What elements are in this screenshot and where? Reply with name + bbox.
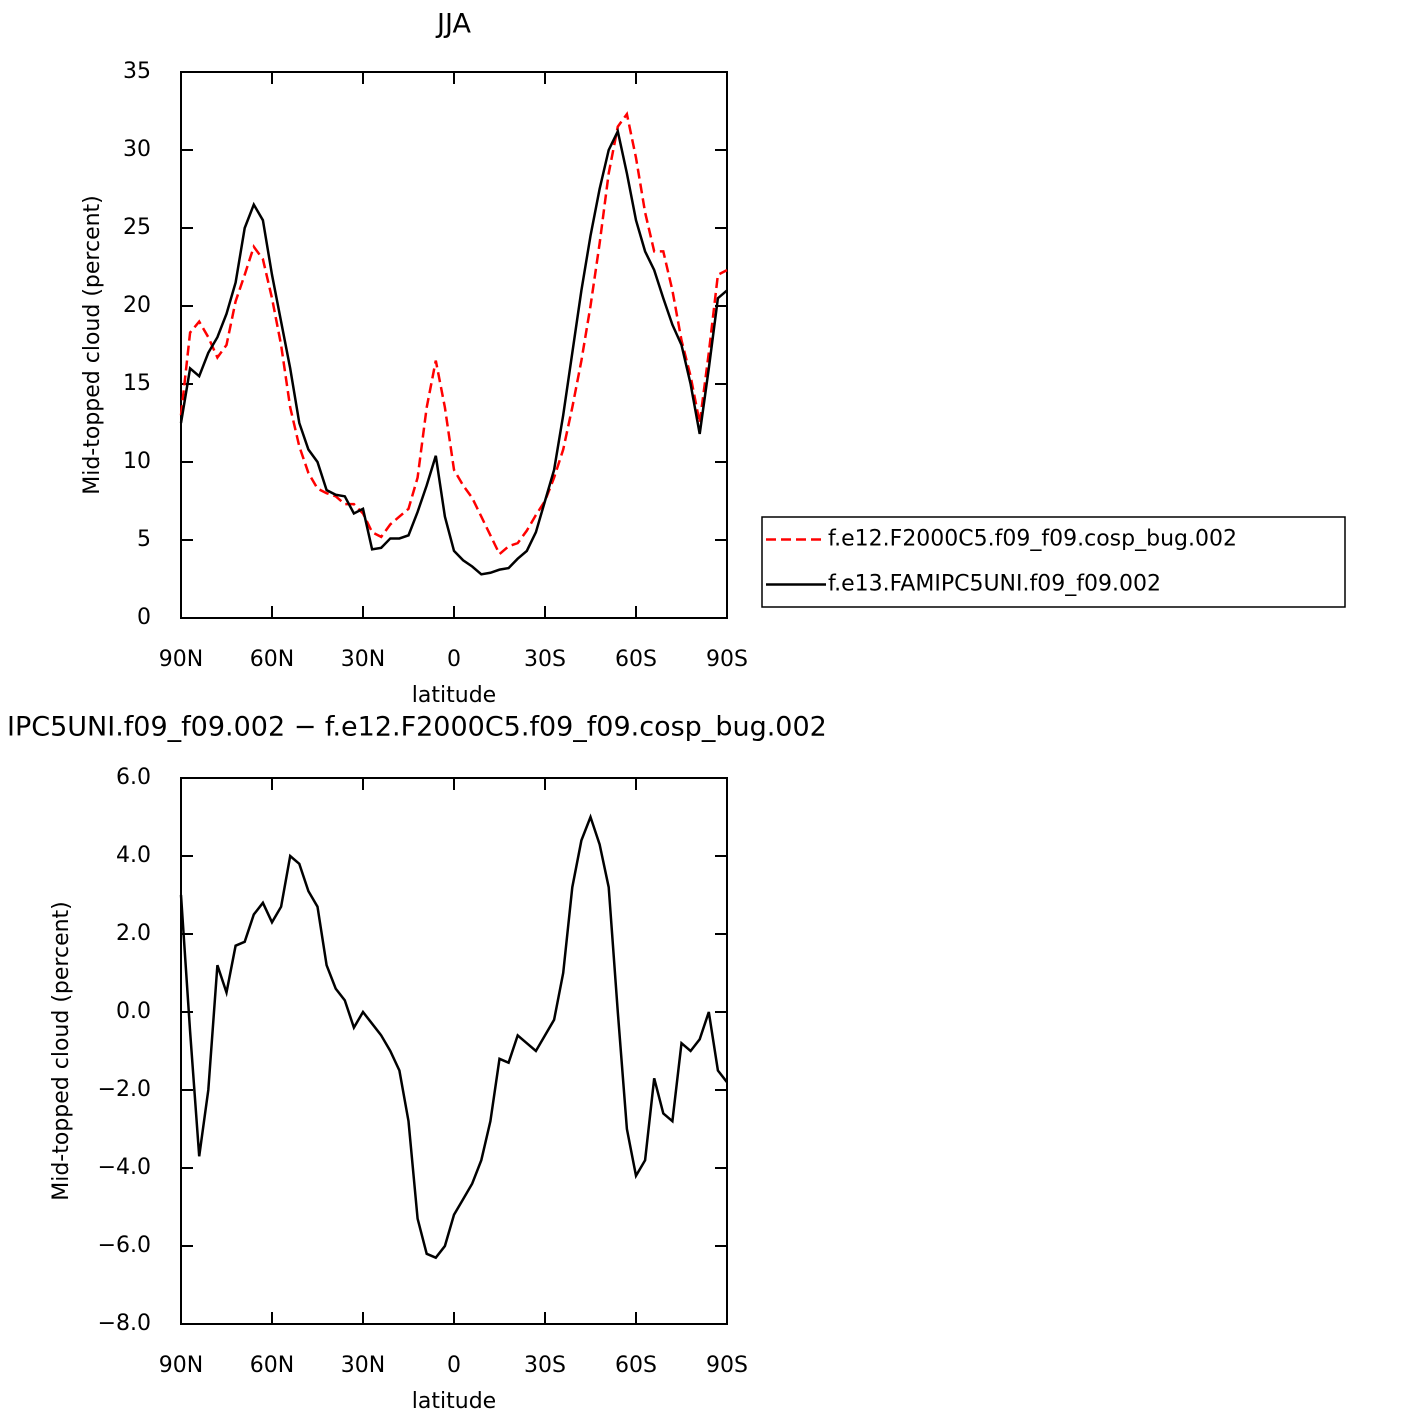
y-tick-label: 35	[123, 59, 151, 84]
y-tick-label: 20	[123, 293, 151, 318]
x-tick-label: 90N	[159, 647, 203, 672]
x-tick-label: 0	[447, 647, 461, 672]
legend-label: f.e13.FAMIPC5UNI.f09_f09.002	[828, 572, 1161, 597]
x-axis-label: latitude	[412, 683, 496, 708]
legend-box	[761, 516, 1346, 608]
x-tick-label: 30S	[524, 647, 566, 672]
y-tick-label: 4.0	[116, 843, 151, 868]
y-tick-label: −2.0	[98, 1077, 151, 1102]
x-tick-label: 0	[447, 1353, 461, 1378]
y-tick-label: −6.0	[98, 1233, 151, 1258]
y-tick-label: 0	[137, 605, 151, 630]
plot-frame	[180, 71, 728, 619]
y-axis-label: Mid-topped cloud (percent)	[49, 901, 74, 1201]
data-line	[179, 111, 728, 557]
x-tick-label: 90S	[706, 1353, 748, 1378]
x-tick-label: 30N	[341, 1353, 385, 1378]
data-line	[179, 127, 728, 576]
chart-title: JJA	[435, 9, 471, 40]
y-axis-label: Mid-topped cloud (percent)	[80, 195, 105, 495]
x-tick-label: 60N	[250, 1353, 294, 1378]
x-tick-label: 60S	[615, 1353, 657, 1378]
y-tick-label: −8.0	[98, 1311, 151, 1336]
x-tick-label: 30N	[341, 647, 385, 672]
y-tick-label: −4.0	[98, 1155, 151, 1180]
chart-title: IPC5UNI.f09_f09.002 − f.e12.F2000C5.f09_…	[7, 712, 827, 743]
y-tick-label: 0.0	[116, 999, 151, 1024]
y-tick-label: 15	[123, 371, 151, 396]
x-tick-label: 90S	[706, 647, 748, 672]
x-tick-label: 60N	[250, 647, 294, 672]
data-line	[179, 813, 728, 1260]
x-axis-label: latitude	[412, 1389, 496, 1414]
x-tick-label: 30S	[524, 1353, 566, 1378]
plot-frame	[180, 777, 728, 1325]
y-tick-label: 10	[123, 449, 151, 474]
y-tick-label: 30	[123, 137, 151, 162]
y-tick-label: 6.0	[116, 765, 151, 790]
y-tick-label: 2.0	[116, 921, 151, 946]
x-tick-label: 60S	[615, 647, 657, 672]
y-tick-label: 5	[137, 527, 151, 552]
legend-label: f.e12.F2000C5.f09_f09.cosp_bug.002	[828, 527, 1237, 552]
x-tick-label: 90N	[159, 1353, 203, 1378]
y-tick-label: 25	[123, 215, 151, 240]
